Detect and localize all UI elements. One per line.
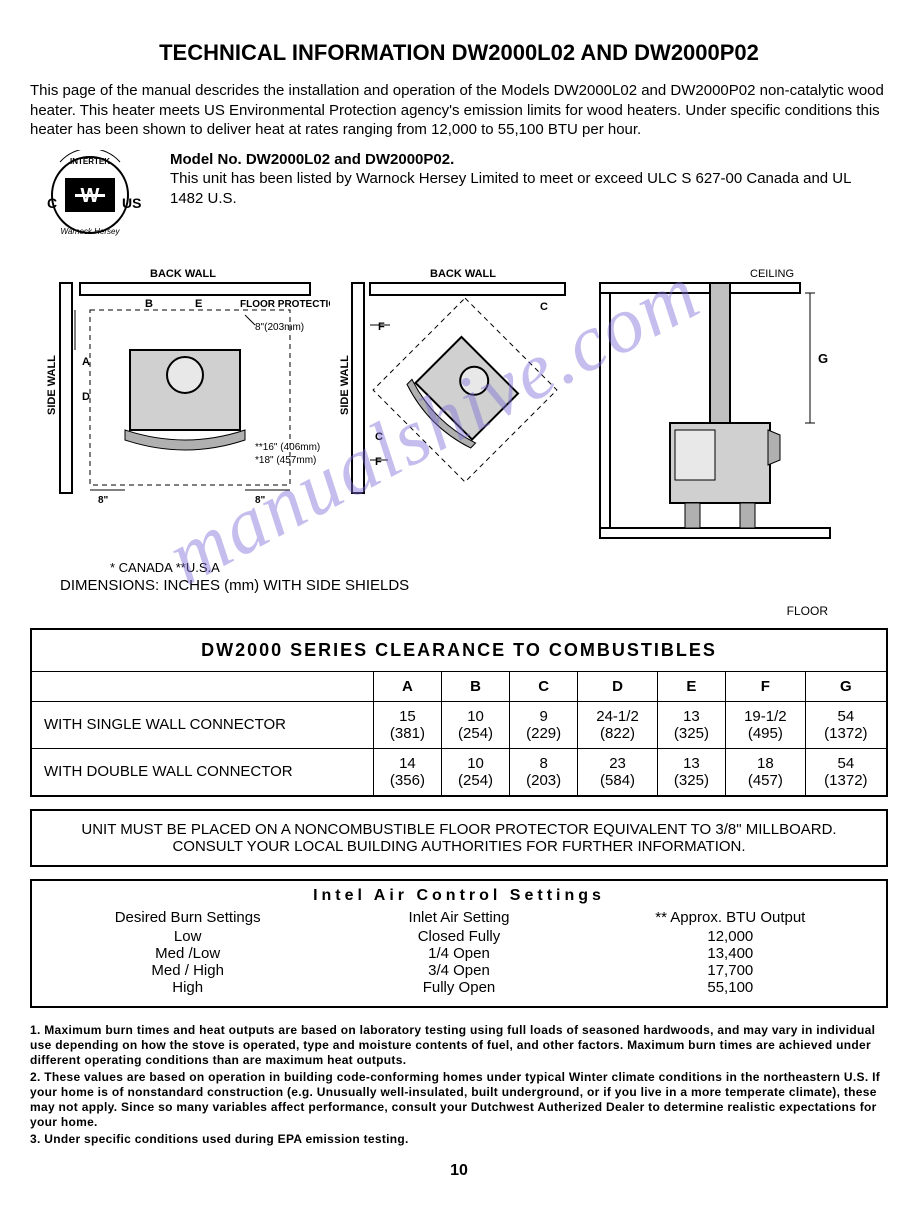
svg-text:**16" (406mm): **16" (406mm) (255, 442, 320, 453)
svg-text:CEILING: CEILING (750, 268, 794, 280)
svg-text:A: A (82, 356, 90, 368)
floor-label: FLOOR (30, 604, 828, 618)
air-cell: 55,100 (595, 979, 866, 996)
svg-text:SIDE WALL: SIDE WALL (46, 354, 58, 414)
svg-text:SIDE WALL: SIDE WALL (340, 354, 351, 414)
svg-text:Warnock Hersey: Warnock Hersey (61, 227, 121, 236)
svg-text:C: C (375, 431, 383, 443)
svg-text:*18" (457mm): *18" (457mm) (255, 455, 316, 466)
dimensions-line: DIMENSIONS: INCHES (mm) WITH SIDE SHIELD… (60, 577, 888, 594)
col-header: D (578, 671, 658, 701)
svg-text:E: E (195, 298, 202, 310)
air-cell: Med /Low (52, 945, 323, 962)
model-description: This unit has been listed by Warnock Her… (170, 170, 851, 207)
footnote: 2. These values are based on operation i… (30, 1070, 888, 1130)
air-cell: High (52, 979, 323, 996)
svg-text:F: F (375, 456, 382, 468)
diagram-parallel: BACK WALL SIDE WALL FLOOR PROTECTION B E… (30, 265, 330, 555)
model-text: Model No. DW2000L02 and DW2000P02. This … (170, 150, 888, 255)
clearance-table: DW2000 SERIES CLEARANCE TO COMBUSTIBLES … (30, 628, 888, 797)
row-label: WITH SINGLE WALL CONNECTOR (31, 701, 373, 748)
svg-text:FLOOR PROTECTION: FLOOR PROTECTION (240, 299, 330, 310)
air-cell: Med / High (52, 962, 323, 979)
air-cell: 13,400 (595, 945, 866, 962)
model-heading: Model No. DW2000L02 and DW2000P02. (170, 151, 454, 168)
page-title: TECHNICAL INFORMATION DW2000L02 AND DW20… (30, 40, 888, 66)
svg-text:8": 8" (98, 495, 109, 506)
air-cell: Closed Fully (323, 928, 594, 945)
svg-text:INTERTEK: INTERTEK (70, 157, 110, 166)
air-header: Inlet Air Setting (323, 909, 594, 926)
air-cell: 12,000 (595, 928, 866, 945)
col-header: B (441, 671, 509, 701)
air-cell: Fully Open (323, 979, 594, 996)
svg-text:F: F (378, 321, 385, 333)
air-cell: 1/4 Open (323, 945, 594, 962)
air-control-box: Intel Air Control Settings Desired Burn … (30, 879, 888, 1008)
canada-note: * CANADA **U.S.A (110, 560, 888, 575)
svg-text:C: C (540, 301, 548, 313)
table-title: DW2000 SERIES CLEARANCE TO COMBUSTIBLES (31, 629, 887, 672)
col-header: A (373, 671, 441, 701)
installation-diagrams: BACK WALL SIDE WALL FLOOR PROTECTION B E… (30, 265, 888, 555)
col-header: E (657, 671, 725, 701)
footnote: 1. Maximum burn times and heat outputs a… (30, 1023, 888, 1068)
col-header: F (725, 671, 805, 701)
intro-paragraph: This page of the manual descrides the in… (30, 81, 888, 140)
air-header: ** Approx. BTU Output (595, 909, 866, 926)
svg-text:C: C (47, 195, 57, 211)
col-header: G (805, 671, 887, 701)
svg-text:US: US (122, 195, 141, 211)
row-label: WITH DOUBLE WALL CONNECTOR (31, 748, 373, 796)
air-cell: 17,700 (595, 962, 866, 979)
svg-text:G: G (818, 351, 828, 366)
diagram-corner: BACK WALL SIDE WALL C F C F (340, 265, 570, 555)
footnotes: 1. Maximum burn times and heat outputs a… (30, 1023, 888, 1147)
footnote: 3. Under specific conditions used during… (30, 1132, 888, 1147)
floor-protector-note: UNIT MUST BE PLACED ON A NONCOMBUSTIBLE … (30, 809, 888, 867)
certification-badge: INTERTEK Warnock Hersey W C US (30, 150, 150, 255)
page-number: 10 (30, 1162, 888, 1180)
col-header: C (510, 671, 578, 701)
svg-text:8": 8" (255, 495, 266, 506)
svg-text:BACK WALL: BACK WALL (430, 268, 496, 280)
air-header: Desired Burn Settings (52, 909, 323, 926)
model-section: INTERTEK Warnock Hersey W C US Model No.… (30, 150, 888, 255)
svg-text:B: B (145, 298, 153, 310)
air-cell: Low (52, 928, 323, 945)
air-control-title: Intel Air Control Settings (52, 887, 866, 905)
air-cell: 3/4 Open (323, 962, 594, 979)
svg-text:8"(203mm): 8"(203mm) (255, 322, 304, 333)
svg-text:D: D (82, 391, 90, 403)
table-row: WITH SINGLE WALL CONNECTOR 15(381) 10(25… (31, 701, 887, 748)
table-row: WITH DOUBLE WALL CONNECTOR 14(356) 10(25… (31, 748, 887, 796)
diagram-elevation: CEILING G (580, 265, 840, 555)
svg-text:BACK WALL: BACK WALL (150, 268, 216, 280)
